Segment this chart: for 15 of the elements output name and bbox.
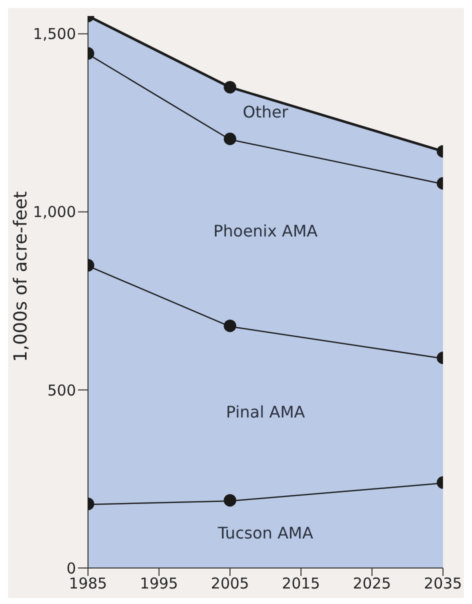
y-axis-title: 1,000s of acre-feet	[10, 191, 32, 362]
y-tick-label: 0	[66, 559, 76, 578]
y-tick-label: 500	[47, 381, 76, 400]
y-tick-label: 1,500	[33, 25, 76, 44]
x-tick-label: 1995	[140, 574, 178, 593]
series-label: Phoenix AMA	[213, 222, 318, 241]
x-tick-label: 1985	[68, 574, 108, 593]
y-tick-label: 1,000	[33, 203, 76, 222]
x-tick-label: 2025	[352, 574, 392, 593]
series-label: Other	[242, 102, 289, 122]
series-label: Tucson AMA	[216, 524, 314, 543]
x-tick-label: 2035	[424, 574, 462, 593]
x-tick-label: 2005	[210, 574, 250, 593]
x-tick-label: 2015	[282, 574, 320, 593]
series-label: Pinal AMA	[226, 402, 306, 422]
